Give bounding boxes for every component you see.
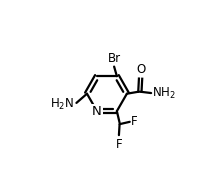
Text: N: N xyxy=(92,105,102,118)
Text: H$_2$N: H$_2$N xyxy=(51,97,75,112)
Text: O: O xyxy=(136,63,145,76)
Text: F: F xyxy=(131,115,138,128)
Text: F: F xyxy=(116,138,122,151)
Text: Br: Br xyxy=(108,52,121,65)
Text: NH$_2$: NH$_2$ xyxy=(152,85,176,101)
